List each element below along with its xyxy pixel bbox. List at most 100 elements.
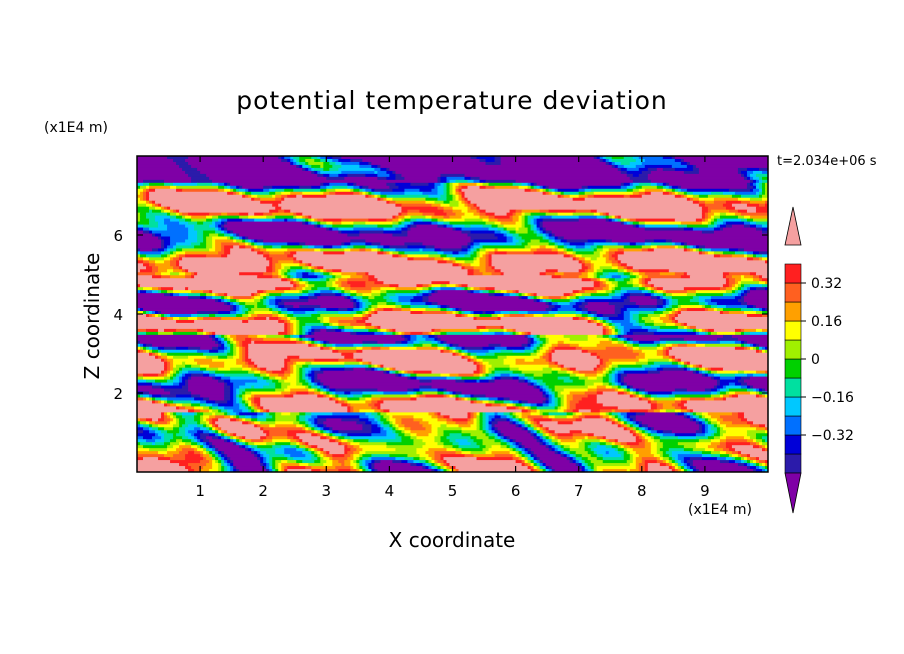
heatmap-cell — [470, 418, 475, 422]
heatmap-cell — [185, 418, 195, 422]
heatmap-cell — [272, 266, 276, 270]
heatmap-cell — [749, 391, 757, 396]
heatmap-cell — [293, 158, 297, 163]
heatmap-cell — [383, 409, 390, 413]
heatmap-cell — [512, 236, 517, 241]
heatmap-cell — [476, 379, 481, 384]
heatmap-cell — [401, 370, 406, 375]
heatmap-cell — [344, 391, 351, 396]
heatmap-cell — [377, 367, 381, 372]
heatmap-cell — [245, 400, 249, 405]
heatmap-cell — [530, 331, 604, 336]
heatmap-cell — [527, 409, 532, 413]
heatmap-cell — [338, 400, 345, 405]
heatmap-cell — [179, 367, 183, 372]
heatmap-cell — [461, 430, 484, 434]
heatmap-cell — [743, 275, 754, 279]
heatmap-cell — [485, 421, 490, 425]
heatmap-cell — [185, 361, 198, 366]
heatmap-cell — [332, 156, 342, 160]
heatmap-cell — [386, 299, 394, 303]
heatmap-cell — [662, 430, 673, 434]
heatmap-cell — [137, 370, 162, 375]
heatmap-cell — [242, 319, 249, 324]
heatmap-cell — [455, 421, 469, 425]
heatmap-cell — [380, 427, 384, 431]
heatmap-cell — [632, 427, 637, 431]
heatmap-cell — [476, 424, 481, 428]
heatmap-cell — [188, 388, 225, 393]
heatmap-cell — [488, 349, 502, 354]
heatmap-cell — [164, 361, 168, 366]
heatmap-cell — [371, 245, 378, 250]
heatmap-cell — [284, 251, 291, 255]
heatmap-cell — [245, 415, 252, 419]
heatmap-cell — [236, 239, 243, 244]
heatmap-cell — [740, 218, 748, 223]
heatmap-cell — [485, 158, 496, 163]
heatmap-cell — [311, 156, 318, 160]
heatmap-cell — [341, 397, 348, 402]
heatmap-cell — [137, 433, 156, 437]
heatmap-cell — [188, 430, 198, 434]
heatmap-cell — [416, 394, 421, 399]
heatmap-cell — [299, 418, 306, 422]
heatmap-cell — [722, 385, 727, 390]
heatmap-cell — [488, 227, 499, 232]
heatmap-cell — [317, 394, 324, 399]
heatmap-cell — [509, 373, 520, 378]
heatmap-cell — [212, 421, 216, 425]
heatmap-cell — [704, 215, 709, 220]
heatmap-cell — [332, 272, 342, 276]
heatmap-cell — [173, 331, 198, 336]
heatmap-cell — [500, 343, 523, 348]
heatmap-cell — [446, 284, 457, 288]
heatmap-cell — [371, 194, 375, 199]
heatmap-cell — [158, 424, 174, 428]
heatmap-cell — [431, 203, 442, 208]
heatmap-cell — [485, 185, 496, 190]
heatmap-cell — [209, 397, 225, 402]
heatmap-cell — [491, 418, 496, 422]
heatmap-cell — [587, 269, 595, 273]
heatmap-cell — [179, 427, 186, 431]
heatmap-cell — [137, 364, 165, 369]
heatmap-cell — [323, 346, 330, 351]
heatmap-cell — [242, 355, 246, 360]
heatmap-cell — [701, 221, 709, 226]
heatmap-cell — [182, 361, 186, 366]
heatmap-cell — [425, 245, 436, 250]
heatmap-cell — [452, 197, 457, 202]
heatmap-cell — [257, 412, 264, 416]
heatmap-cell — [410, 337, 418, 342]
heatmap-cell — [515, 242, 523, 247]
heatmap-cell — [293, 394, 318, 399]
heatmap-cell — [608, 215, 613, 220]
heatmap-cell — [137, 343, 141, 348]
heatmap-cell — [605, 212, 610, 217]
heatmap-cell — [476, 418, 481, 422]
heatmap-cell — [545, 245, 556, 250]
heatmap-cell — [209, 418, 213, 422]
heatmap-cell — [245, 191, 252, 196]
heatmap-cell — [302, 424, 306, 428]
heatmap-cell — [530, 421, 535, 425]
heatmap-cell — [356, 296, 363, 300]
heatmap-cell — [170, 376, 174, 381]
heatmap-cell — [599, 364, 607, 369]
heatmap-cell — [164, 433, 174, 437]
heatmap-cell — [260, 424, 270, 428]
heatmap-cell — [314, 269, 321, 273]
heatmap-cell — [302, 278, 309, 282]
heatmap-cell — [521, 421, 526, 425]
heatmap-cell — [584, 260, 592, 264]
heatmap-cell — [164, 364, 168, 369]
heatmap-cell — [437, 290, 469, 294]
heatmap-cell — [137, 200, 147, 205]
heatmap-cell — [224, 349, 228, 354]
heatmap-cell — [584, 379, 604, 384]
heatmap-cell — [359, 302, 363, 306]
heatmap-cell — [746, 373, 754, 378]
heatmap-cell — [611, 415, 616, 419]
heatmap-cell — [686, 400, 768, 405]
